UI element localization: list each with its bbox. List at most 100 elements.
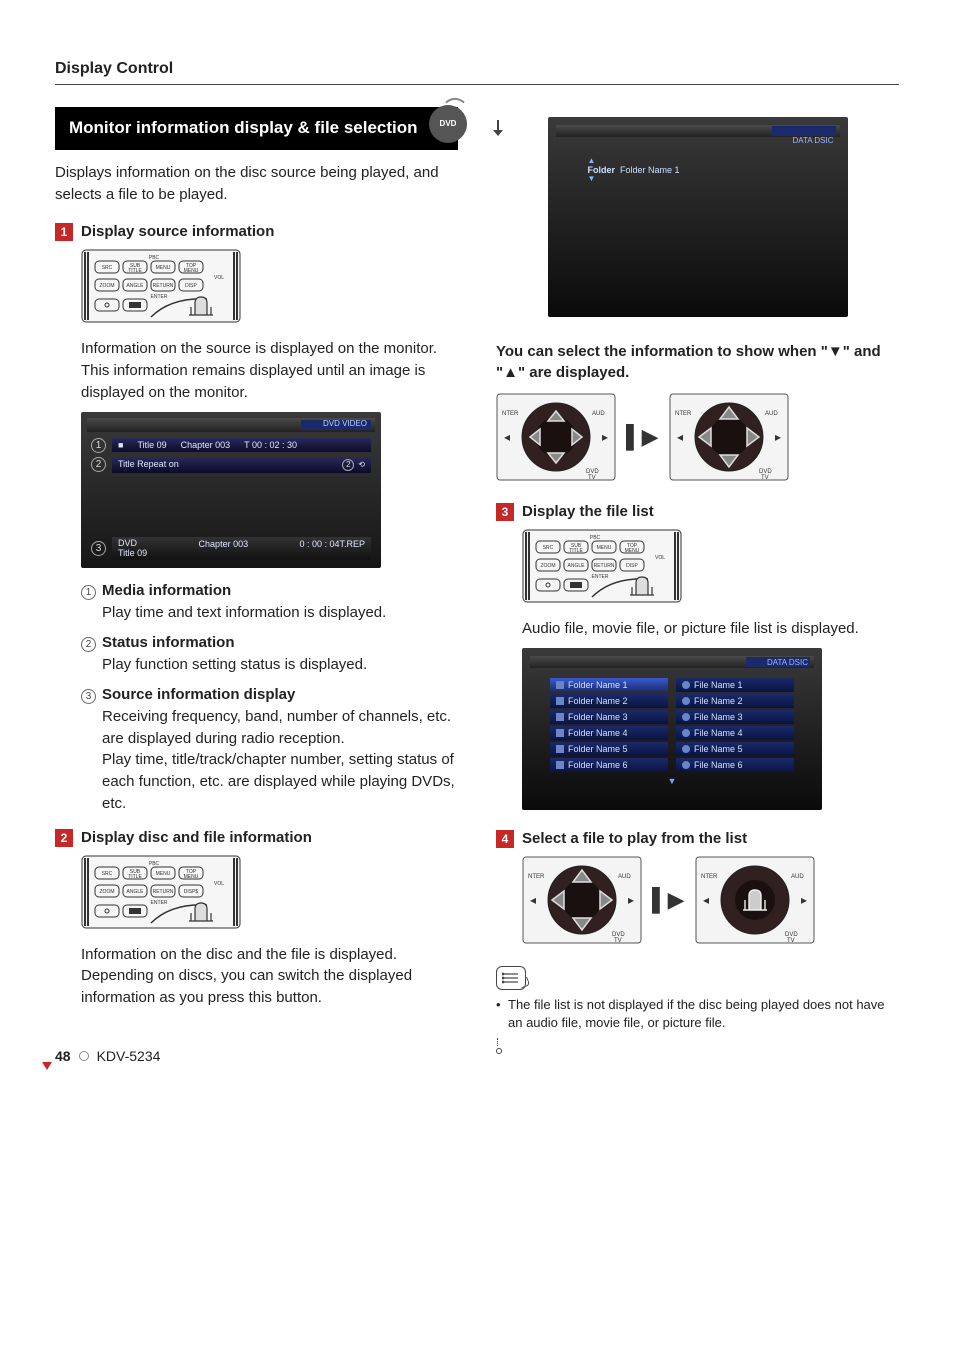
step-1-body-1: Information on the source is displayed o… (81, 338, 458, 360)
svg-text:▸: ▸ (775, 430, 781, 444)
svg-text:RETURN: RETURN (594, 563, 615, 569)
arrow-right-icon: ▌▶ (626, 424, 659, 450)
step-2-header: 2 Display disc and file information (55, 829, 458, 847)
section-title: Monitor information display & file selec… (69, 118, 418, 137)
folder-list-item: Folder Name 5 (550, 742, 668, 756)
step-number-1: 1 (55, 223, 73, 241)
folder-info-screen: DATA DSIC ▲ Folder Folder Name 1 ▼ (548, 117, 848, 317)
dpad-arrows-icon: NTERAUD DVDTV ◂ ▸ (496, 393, 616, 481)
folder-list-item: Folder Name 6 (550, 758, 668, 772)
file-list-item: File Name 2 (676, 694, 794, 708)
arrow-selection-note: You can select the information to show w… (496, 341, 899, 383)
page-header: Display Control (55, 60, 899, 85)
marker-2: 2 (91, 457, 106, 472)
dpad-full-icon-2: NTERAUD DVDTV ◂ ▸ (522, 856, 642, 944)
svg-text:PBC: PBC (590, 535, 601, 541)
svg-text:ZOOM: ZOOM (541, 563, 556, 569)
svg-text:MENU: MENU (156, 265, 171, 271)
svg-text:MENU: MENU (597, 545, 612, 551)
def-2-body: Play function setting status is displaye… (81, 654, 458, 676)
column-marker (493, 120, 503, 134)
left-column: Monitor information display & file selec… (55, 107, 458, 1054)
svg-text:RETURN: RETURN (153, 283, 174, 289)
svg-text:TITLE: TITLE (569, 548, 583, 554)
margin-arrow-icon (42, 1062, 52, 1070)
file-list-item: File Name 1 (676, 678, 794, 692)
svg-text:MENU: MENU (156, 871, 171, 877)
svg-text:◂: ◂ (530, 893, 536, 907)
svg-text:ZOOM: ZOOM (100, 283, 115, 289)
remote-illustration-2: PBC SRC SUBTITLE MENU TOPMENU VOL ZOOM A… (81, 855, 458, 934)
svg-text:VOL: VOL (214, 275, 224, 281)
folder-list-item: Folder Name 1 (550, 678, 668, 692)
marker-1: 1 (91, 438, 106, 453)
page-footer: 48 KDV-5234 (55, 1048, 160, 1064)
svg-text:DISP: DISP (185, 283, 197, 289)
remote-illustration-3: PBC SRC SUBTITLE MENU TOPMENU VOL ZOOM A… (522, 529, 899, 608)
svg-text:NTER: NTER (675, 411, 692, 417)
step-2-body: Information on the disc and the file is … (81, 944, 458, 1009)
svg-text:ENTER: ENTER (151, 900, 168, 906)
step-1-body-2: This information remains displayed until… (81, 360, 458, 404)
svg-text:◂: ◂ (677, 430, 683, 444)
dvd-info-screen: DVD VIDEO 1 ■ Title 09 Chapter 003 T 00 … (81, 412, 381, 569)
folder-list-item: Folder Name 4 (550, 726, 668, 740)
step-number-3: 3 (496, 503, 514, 521)
svg-text:DISP: DISP (626, 563, 638, 569)
svg-text:ENTER: ENTER (151, 294, 168, 300)
footnote-text: The file list is not displayed if the di… (496, 996, 899, 1032)
svg-text:VOL: VOL (214, 881, 224, 887)
dpad-full-icon: NTERAUD DVDTV ◂ ▸ (669, 393, 789, 481)
remote-illustration-1: PBC SRC SUBTITLE MENU TOPMENU VOL ZOOM A… (81, 249, 458, 328)
step-3-header: 3 Display the file list (496, 503, 899, 521)
dpad-pair-1: NTERAUD DVDTV ◂ ▸ ▌▶ NTER AUD (496, 393, 899, 481)
svg-text:TV: TV (614, 938, 622, 944)
step-1-header: 1 Display source information (55, 223, 458, 241)
model-name: KDV-5234 (97, 1048, 161, 1064)
step-number-4: 4 (496, 830, 514, 848)
svg-text:MENU: MENU (184, 874, 199, 880)
marker-3: 3 (91, 541, 106, 556)
def-3-body-a: Receiving frequency, band, number of cha… (81, 706, 458, 750)
svg-text:NTER: NTER (502, 411, 519, 417)
svg-text:MENU: MENU (625, 548, 640, 554)
file-list-item: File Name 6 (676, 758, 794, 772)
svg-text:▸: ▸ (628, 893, 634, 907)
step-1-title: Display source information (81, 223, 274, 240)
svg-text:▸: ▸ (602, 430, 608, 444)
def-3-body-b: Play time, title/track/chapter number, s… (81, 749, 458, 814)
svg-text:DISP$: DISP$ (184, 889, 199, 895)
step-2-title: Display disc and file information (81, 829, 312, 846)
dpad-pair-2: NTERAUD DVDTV ◂ ▸ ▌▶ NTER AUD (522, 856, 899, 944)
section-title-bar: Monitor information display & file selec… (55, 107, 458, 150)
svg-text:TITLE: TITLE (128, 268, 142, 274)
svg-text:AUD: AUD (618, 874, 631, 880)
file-list-item: File Name 3 (676, 710, 794, 724)
section-lead: Displays information on the disc source … (55, 162, 458, 206)
svg-text:MENU: MENU (184, 268, 199, 274)
step-4-title: Select a file to play from the list (522, 830, 747, 847)
svg-text:PBC: PBC (149, 861, 160, 867)
arrow-right-icon-2: ▌▶ (652, 887, 685, 913)
svg-text:AUD: AUD (791, 874, 804, 880)
file-list-screen: DATA DSIC Folder Name 1Folder Name 2Fold… (522, 648, 822, 810)
svg-text:NTER: NTER (701, 874, 718, 880)
svg-text:◂: ◂ (703, 893, 709, 907)
step-3-body: Audio file, movie file, or picture file … (522, 618, 899, 640)
folder-list-item: Folder Name 3 (550, 710, 668, 724)
svg-text:ANGLE: ANGLE (127, 889, 145, 895)
def-1-body: Play time and text information is displa… (81, 602, 458, 624)
svg-text:ZOOM: ZOOM (100, 889, 115, 895)
file-list-item: File Name 4 (676, 726, 794, 740)
svg-text:ANGLE: ANGLE (568, 563, 586, 569)
def-2-title: Status information (102, 634, 235, 652)
svg-text:ANGLE: ANGLE (127, 283, 145, 289)
svg-text:ENTER: ENTER (592, 574, 609, 580)
step-number-2: 2 (55, 829, 73, 847)
def-1-title: Media information (102, 582, 231, 600)
svg-text:AUD: AUD (592, 411, 605, 417)
svg-text:TITLE: TITLE (128, 874, 142, 880)
svg-text:VOL: VOL (655, 555, 665, 561)
file-list-item: File Name 5 (676, 742, 794, 756)
svg-text:◂: ◂ (504, 430, 510, 444)
